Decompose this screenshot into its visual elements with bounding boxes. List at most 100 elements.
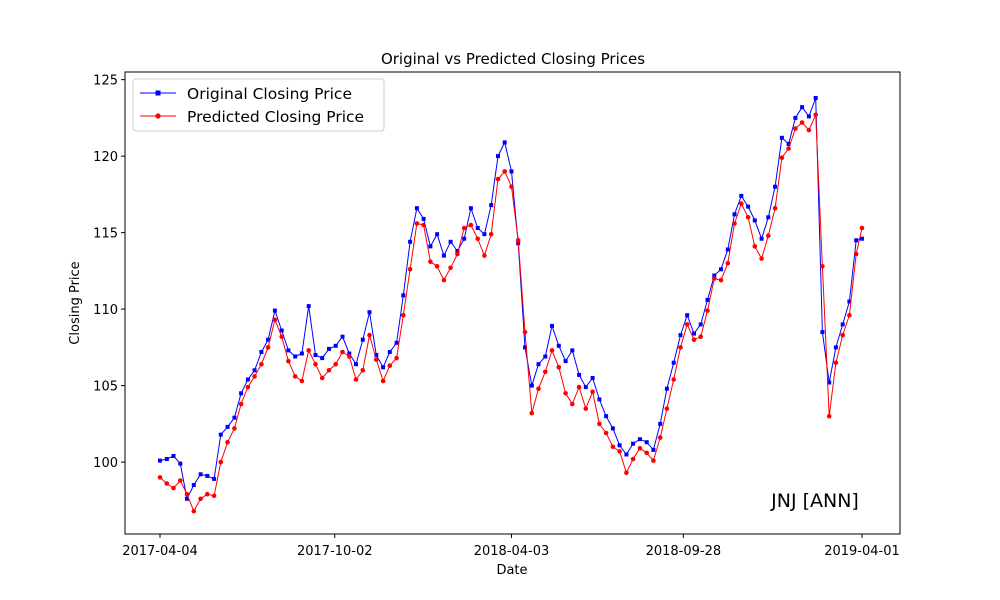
series-original-point	[610, 426, 615, 431]
series-predicted-point	[745, 215, 751, 220]
series-predicted-point	[353, 377, 359, 382]
series-original-point	[340, 334, 345, 339]
series-predicted-point	[779, 155, 785, 160]
series-predicted-point	[637, 446, 643, 451]
series-original-point	[191, 483, 196, 487]
series-original-point	[556, 343, 561, 348]
series-original-point	[408, 239, 413, 244]
series-predicted-point	[664, 406, 670, 411]
series-original-point	[320, 356, 325, 361]
series-original-point	[421, 216, 426, 221]
x-tick-label: 2017-04-04	[122, 544, 198, 559]
series-original-point	[739, 193, 744, 198]
series-original-point	[840, 322, 845, 327]
series-predicted-point	[272, 317, 278, 323]
series-predicted-point	[698, 334, 703, 340]
series-predicted-point	[441, 277, 447, 283]
series-predicted-point	[644, 450, 649, 456]
series-predicted-point	[543, 369, 548, 375]
series-predicted-point	[340, 349, 345, 355]
y-tick-label: 110	[93, 303, 118, 318]
series-predicted-point	[772, 205, 778, 211]
series-predicted-point	[556, 365, 562, 370]
series-original-point	[685, 313, 690, 318]
series-predicted-point	[367, 332, 372, 338]
series-predicted-point	[171, 485, 176, 491]
legend-original-label: Original Closing Price	[187, 85, 352, 103]
series-predicted-point	[198, 496, 203, 502]
series-original-point	[597, 397, 602, 402]
series-predicted-point	[820, 264, 825, 269]
series-predicted-point	[178, 478, 183, 483]
legend-predicted-swatch-marker	[155, 113, 161, 119]
series-original-point	[671, 360, 676, 365]
series-original-point	[712, 273, 717, 278]
series-original-point	[725, 247, 730, 252]
series-original-point	[441, 253, 446, 258]
series-original-point	[245, 377, 250, 382]
series-original-point	[577, 372, 582, 377]
series-predicted-point	[799, 120, 805, 125]
series-original-point	[590, 376, 595, 380]
series-predicted-point	[657, 435, 663, 440]
series-original-point	[232, 415, 237, 420]
series-original-point	[212, 476, 217, 481]
series-original-point	[462, 236, 467, 241]
series-predicted-point	[624, 470, 629, 476]
series-predicted-point	[617, 449, 622, 454]
series-original-point	[272, 308, 277, 313]
series-original-point	[306, 304, 311, 309]
series-original-point	[178, 461, 183, 466]
series-predicted-point	[766, 233, 771, 238]
series-predicted-point	[252, 374, 257, 379]
series-original-point	[827, 380, 832, 385]
series-original-point	[543, 354, 548, 359]
series-predicted-point	[840, 332, 845, 338]
series-predicted-point	[684, 322, 690, 327]
series-predicted-point	[455, 251, 460, 257]
series-predicted-point	[732, 221, 737, 226]
series-predicted-point	[576, 384, 582, 390]
series-original-point	[509, 169, 514, 174]
series-original-point	[374, 353, 379, 357]
series-predicted-point	[833, 360, 839, 366]
series-original-point	[489, 203, 494, 208]
series-original-point	[293, 354, 298, 359]
series-original-point	[367, 310, 372, 315]
series-predicted-point	[428, 259, 433, 265]
series-predicted-point	[610, 444, 616, 450]
series-predicted-point	[225, 439, 230, 445]
series-original-point	[299, 351, 304, 356]
legend-original-swatch-marker	[155, 90, 161, 96]
series-predicted-point	[319, 375, 325, 381]
series-original-point	[414, 206, 419, 211]
series-predicted-point	[522, 329, 528, 335]
series-predicted-point	[401, 312, 406, 318]
series-predicted-point	[671, 377, 676, 382]
series-predicted-point	[718, 277, 724, 283]
series-original-point	[698, 322, 703, 327]
series-original-point	[401, 293, 406, 298]
series-predicted-point	[515, 238, 521, 243]
series-original-point	[624, 452, 629, 457]
series-predicted-point	[549, 348, 555, 353]
series-predicted-point	[299, 378, 305, 384]
series-predicted-point	[448, 265, 453, 271]
series-original-point	[637, 437, 642, 442]
series-predicted-point	[786, 146, 791, 151]
series-original-point	[833, 345, 838, 350]
series-predicted-point	[583, 406, 589, 411]
series-original-point	[205, 473, 210, 478]
legend-predicted-label: Predicted Closing Price	[187, 108, 364, 126]
series-predicted-point	[380, 378, 386, 384]
series-predicted-point	[374, 357, 379, 362]
series-predicted-point	[813, 112, 818, 118]
series-original-point	[448, 239, 453, 244]
series-original-point	[360, 337, 365, 342]
series-predicted-point	[394, 355, 399, 361]
series-original-point	[692, 331, 696, 336]
series-original-point	[239, 391, 244, 396]
series-original-point	[678, 333, 683, 338]
series-predicted-point	[712, 276, 717, 281]
series-original-point	[664, 386, 669, 391]
